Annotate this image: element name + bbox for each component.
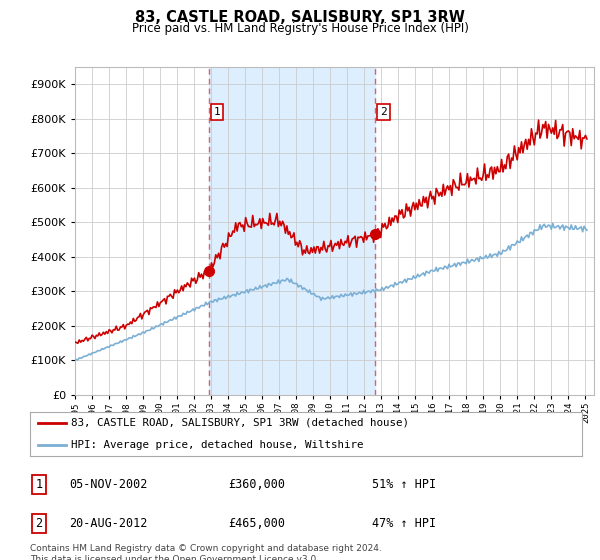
- Text: 05-NOV-2002: 05-NOV-2002: [69, 478, 148, 491]
- Bar: [209, 67, 375, 395]
- Text: Price paid vs. HM Land Registry's House Price Index (HPI): Price paid vs. HM Land Registry's House …: [131, 22, 469, 35]
- Text: 2: 2: [380, 107, 387, 117]
- Text: Contains HM Land Registry data © Crown copyright and database right 2024.
This d: Contains HM Land Registry data © Crown c…: [30, 544, 382, 560]
- Text: 2: 2: [35, 517, 43, 530]
- Text: £465,000: £465,000: [228, 517, 285, 530]
- Text: 83, CASTLE ROAD, SALISBURY, SP1 3RW: 83, CASTLE ROAD, SALISBURY, SP1 3RW: [135, 10, 465, 25]
- Text: 47% ↑ HPI: 47% ↑ HPI: [372, 517, 436, 530]
- Text: 1: 1: [214, 107, 220, 117]
- Text: 20-AUG-2012: 20-AUG-2012: [69, 517, 148, 530]
- Text: HPI: Average price, detached house, Wiltshire: HPI: Average price, detached house, Wilt…: [71, 440, 364, 450]
- Text: 1: 1: [35, 478, 43, 491]
- Text: 83, CASTLE ROAD, SALISBURY, SP1 3RW (detached house): 83, CASTLE ROAD, SALISBURY, SP1 3RW (det…: [71, 418, 409, 428]
- Text: 51% ↑ HPI: 51% ↑ HPI: [372, 478, 436, 491]
- Text: £360,000: £360,000: [228, 478, 285, 491]
